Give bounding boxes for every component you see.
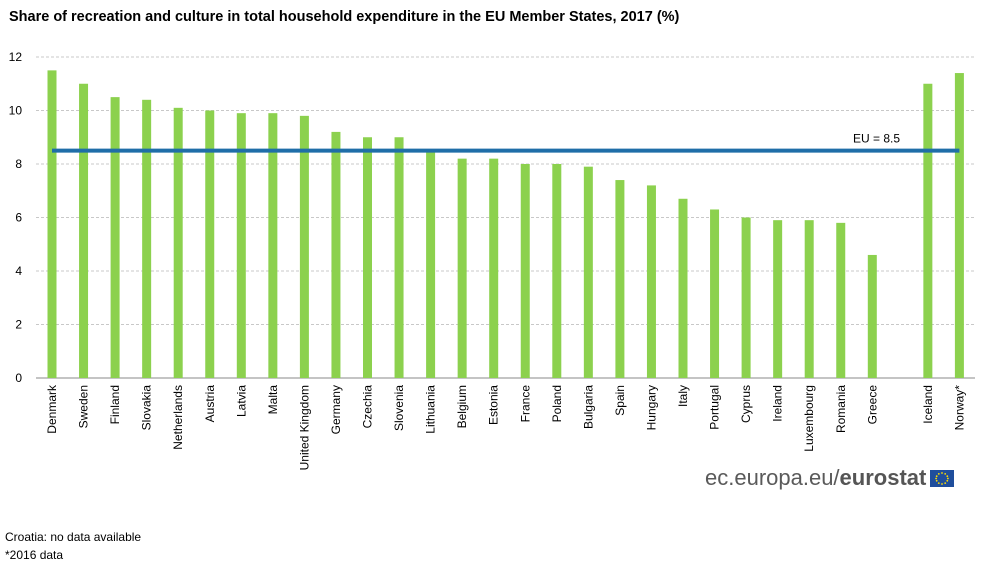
x-tick-label: Slovakia (140, 385, 154, 431)
x-axis-labels: Denmark Sweden Finland Slovakia Netherlands A… (45, 384, 966, 470)
x-tick-label: Belgium (455, 385, 469, 428)
y-tick-label: 2 (15, 318, 22, 332)
y-axis-ticks: 0 2 4 6 8 10 12 (9, 50, 23, 385)
bar (710, 209, 720, 378)
y-tick-label: 0 (15, 371, 22, 385)
bar (426, 150, 436, 378)
x-tick-label: Luxembourg (802, 385, 816, 452)
bar (79, 83, 89, 378)
logo-brand-text: eurostat (839, 465, 927, 490)
bar (394, 137, 404, 378)
bar (741, 217, 751, 378)
x-tick-label: Italy (676, 385, 690, 407)
x-tick-label: Germany (329, 385, 343, 434)
y-tick-label: 10 (9, 104, 23, 118)
x-tick-label: Norway* (952, 385, 966, 431)
y-tick-label: 6 (15, 211, 22, 225)
x-tick-label: Czechia (361, 385, 375, 429)
y-tick-label: 4 (15, 264, 22, 278)
bar (773, 220, 783, 378)
x-tick-label: Iceland (921, 385, 935, 424)
x-tick-label: Hungary (644, 385, 658, 430)
eu-average-label: EU = 8.5 (853, 132, 900, 146)
footnote-croatia: Croatia: no data available (5, 530, 142, 544)
bar (331, 131, 341, 378)
x-tick-label: Latvia (234, 385, 248, 417)
bar (457, 158, 467, 378)
eu-flag-icon (930, 469, 955, 487)
x-tick-label: Denmark (45, 384, 59, 434)
bar (520, 164, 530, 378)
footnote-norway: *2016 data (5, 548, 64, 562)
bar (110, 97, 120, 378)
bar (489, 158, 499, 378)
x-tick-label: Sweden (77, 385, 91, 428)
bar (836, 222, 846, 378)
x-tick-label: Poland (550, 385, 564, 422)
chart-title: Share of recreation and culture in total… (9, 9, 680, 25)
x-tick-label: Ireland (771, 385, 785, 422)
x-tick-label: Greece (865, 385, 879, 425)
y-tick-label: 12 (9, 50, 23, 64)
x-tick-label: Malta (266, 385, 280, 415)
bar (954, 73, 964, 379)
x-tick-label: Slovenia (392, 385, 406, 431)
x-tick-label: United Kingdom (297, 385, 311, 470)
x-tick-label: Spain (613, 385, 627, 416)
x-tick-label: Bulgaria (581, 385, 595, 429)
bar (299, 115, 309, 378)
bar (363, 137, 372, 378)
x-tick-label: Lithuania (424, 385, 438, 434)
bar (646, 185, 656, 378)
eu-reference-line: EU = 8.5 (52, 132, 960, 153)
gridlines (36, 56, 975, 379)
bar (867, 254, 877, 378)
bar (923, 83, 933, 378)
x-tick-label: Estonia (487, 385, 501, 425)
bar (268, 113, 278, 379)
bars (47, 70, 964, 379)
bar (205, 110, 215, 378)
bar (615, 180, 625, 378)
x-tick-label: Cyprus (739, 385, 753, 423)
bar (552, 164, 562, 378)
x-tick-label: Netherlands (171, 385, 185, 450)
x-tick-label: Romania (834, 385, 848, 433)
x-tick-label: France (518, 385, 532, 423)
x-tick-label: Portugal (708, 385, 722, 430)
y-tick-label: 8 (15, 157, 22, 171)
bar (678, 198, 688, 378)
bar (47, 70, 57, 378)
bar (173, 107, 183, 378)
logo-site-text: ec.europa.eu/ (705, 465, 840, 490)
x-tick-label: Finland (108, 385, 122, 424)
eurostat-logo: ec.europa.eu/ eurostat (705, 465, 955, 491)
bar (236, 113, 246, 379)
bar (142, 99, 152, 379)
bar (804, 220, 814, 378)
bar (583, 166, 593, 378)
x-tick-label: Austria (203, 385, 217, 423)
